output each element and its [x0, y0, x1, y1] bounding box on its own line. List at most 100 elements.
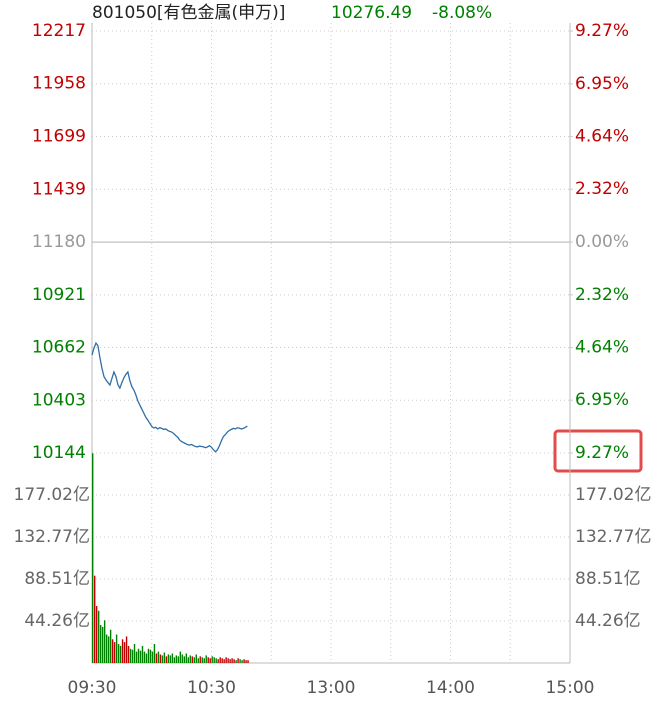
volume-bar: [133, 644, 136, 663]
volume-bar: [207, 657, 209, 663]
volume-bar: [159, 654, 162, 663]
volume-bar: [189, 655, 191, 663]
volume-tick-label-right: 44.26亿: [575, 611, 641, 631]
volume-bar: [245, 660, 247, 663]
volume-bar: [127, 645, 130, 663]
x-tick-label: 15:00: [546, 678, 595, 698]
y-tick-label: 11439: [32, 179, 86, 199]
volume-bar: [157, 651, 160, 663]
volume-bar: [141, 645, 144, 663]
x-tick-label: 13:00: [307, 678, 356, 698]
volume-bar: [131, 649, 134, 663]
volume-bar: [111, 639, 114, 663]
volume-bar: [169, 655, 172, 663]
volume-bar: [187, 657, 189, 663]
volume-tick-label: 132.77亿: [14, 527, 90, 547]
volume-bar: [195, 654, 197, 663]
volume-bar: [241, 660, 243, 663]
volume-bar: [211, 656, 213, 663]
y-tick-label: 12217: [32, 21, 86, 41]
volume-bar: [161, 655, 164, 663]
volume-bar: [171, 653, 174, 663]
volume-bar: [145, 653, 148, 663]
volume-bar: [183, 656, 186, 663]
volume-bar: [239, 659, 241, 663]
volume-bar: [125, 636, 128, 663]
volume-bar: [217, 659, 219, 663]
volume-bar: [175, 655, 178, 663]
y2-tick-label: 2.32%: [575, 285, 629, 305]
volume-bar: [181, 654, 184, 663]
volume-bar: [137, 648, 140, 663]
volume-bar: [109, 629, 112, 663]
volume-bar: [151, 651, 154, 663]
volume-bar: [103, 620, 106, 663]
volume-bar: [199, 656, 201, 663]
volume-bar: [105, 634, 108, 663]
volume-bar: [247, 660, 249, 663]
volume-bar: [243, 659, 245, 663]
x-tick-label: 10:30: [187, 678, 236, 698]
volume-bar: [203, 658, 205, 663]
y-tick-label: 10921: [32, 285, 86, 305]
volume-tick-label-right: 132.77亿: [575, 527, 651, 547]
y-tick-label: 10403: [32, 390, 86, 410]
volume-tick-label: 44.26亿: [24, 611, 90, 631]
volume-bar: [213, 657, 215, 663]
y2-tick-label: 9.27%: [575, 443, 629, 463]
volume-bar: [155, 653, 158, 663]
volume-bar: [193, 657, 195, 663]
y-tick-label: 10144: [32, 443, 86, 463]
volume-bar: [117, 644, 120, 663]
volume-bar: [93, 575, 96, 663]
volume-bar: [215, 658, 217, 663]
y-tick-label: 10662: [32, 338, 86, 358]
volume-tick-label: 177.02亿: [14, 485, 90, 505]
y2-tick-label: 4.64%: [575, 126, 629, 146]
y-tick-label: 11180: [32, 232, 86, 252]
volume-bar: [123, 642, 126, 663]
volume-bar: [99, 625, 102, 663]
y2-tick-label: 6.95%: [575, 390, 629, 410]
volume-bar: [233, 659, 235, 663]
price-line: [91, 341, 248, 453]
volume-bar: [95, 606, 98, 663]
volume-bar: [97, 610, 100, 663]
volume-tick-label-right: 88.51亿: [575, 569, 641, 589]
volume-bar: [205, 655, 207, 663]
volume-bar: [135, 651, 138, 663]
volume-bar: [201, 657, 203, 663]
last-price: 10276.49: [331, 3, 412, 23]
y2-tick-label: 4.64%: [575, 338, 629, 358]
volume-bar: [147, 648, 150, 663]
volume-bar: [191, 656, 193, 663]
x-tick-label: 14:00: [426, 678, 475, 698]
y-tick-label: 11958: [32, 74, 86, 94]
volume-bar: [237, 658, 239, 663]
volume-bar: [197, 658, 199, 663]
volume-bar: [115, 634, 118, 663]
volume-bar: [107, 636, 110, 663]
volume-tick-label-right: 177.02亿: [575, 485, 651, 505]
y-tick-label: 11699: [32, 126, 86, 146]
y2-tick-label: 6.95%: [575, 74, 629, 94]
volume-bar: [235, 660, 237, 663]
volume-bar: [165, 656, 168, 663]
volume-bar: [143, 651, 146, 663]
volume-tick-label: 88.51亿: [24, 569, 90, 589]
volume-bar: [163, 652, 166, 663]
volume-bar: [185, 653, 188, 663]
volume-bar: [223, 659, 225, 663]
volume-bar: [101, 626, 104, 663]
volume-bar: [177, 656, 180, 663]
volume-bar: [153, 644, 156, 663]
volume-bar: [225, 657, 227, 663]
volume-bar: [173, 657, 176, 663]
volume-bar: [209, 658, 211, 663]
y2-tick-label: 0.00%: [575, 232, 629, 252]
volume-bar: [113, 642, 116, 663]
volume-bar: [119, 645, 122, 663]
x-tick-label: 09:30: [68, 678, 117, 698]
